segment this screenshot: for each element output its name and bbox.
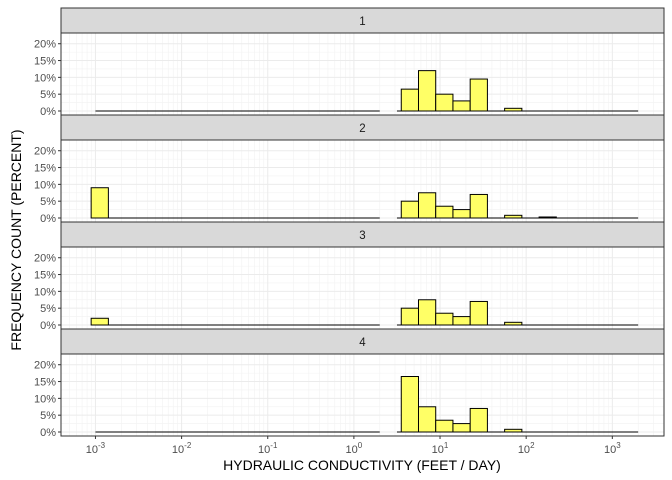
y-tick-label: 10% [34,393,56,405]
histogram-bar [435,312,454,326]
x-axis: 10-3 10-2 10-1 100 101 102 103 [86,436,621,456]
panel-background [61,33,664,115]
facet-panel-1: 10%5%10%15%20% [34,7,665,118]
facet-strip-label: 2 [359,123,365,135]
y-tick-label: 0% [40,106,56,118]
histogram-bar [417,406,437,433]
histogram-bar [400,307,419,326]
y-tick-label: 15% [34,270,56,282]
facet-strip [60,221,665,248]
histogram-bar [417,299,437,326]
histogram-bar [469,78,488,112]
facet-panel-3: 3 0% 5% 10% 15% 20% [34,221,665,332]
histogram-bar [469,407,488,433]
x-tick-label: 103 [604,441,621,456]
y-tick-label: 20% [34,146,56,158]
y-tick-label: 20% [34,39,56,51]
y-tick-label: 15% [34,56,56,68]
y-tick-label: 5% [40,89,56,101]
histogram-bar [90,187,109,219]
panel-background [61,247,664,329]
facet-panel-2: 20%5%10%15%20% [34,114,665,225]
histogram-bar [400,88,419,112]
facet-panel-4: 4 0% 5% 10% 15% 20% [34,328,665,439]
histogram-bar [452,423,471,433]
histogram-bar [504,428,523,433]
histogram-bar [504,321,523,326]
y-tick-label: 15% [34,377,56,389]
y-tick-label: 5% [40,196,56,208]
histogram-bar [417,192,437,219]
x-axis-title: HYDRAULIC CONDUCTIVITY (FEET / DAY) [223,457,501,473]
facet-strip [60,7,665,34]
facet-panels: 10%5%10%15%20%20%5%10%15%20%30%5%10%15%2… [34,7,665,439]
histogram-bar [504,107,523,112]
panel-background [61,140,664,222]
x-tick-label: 100 [346,441,363,456]
y-tick-label: 5% [40,410,56,422]
y-tick-label: 10% [34,179,56,191]
histogram-bar [90,317,109,326]
panel-background [61,354,664,436]
x-tick-label: 10-1 [258,441,278,456]
x-tick-label: 101 [432,441,449,456]
y-tick-label: 10% [34,286,56,298]
y-tick-label: 5% [40,303,56,315]
y-axis-title: FREQUENCY COUNT (PERCENT) [8,129,24,350]
x-tick-label: 10-3 [86,441,106,456]
facet-strip-label: 3 [359,230,365,242]
histogram-bar [435,93,454,112]
x-tick-label: 102 [518,441,535,456]
y-tick-label: 15% [34,163,56,175]
histogram-bar [400,200,419,219]
histogram-bar [452,100,471,112]
x-tick-label: 10-2 [172,441,192,456]
histogram-bar [469,300,488,326]
y-tick-label: 20% [34,360,56,372]
histogram-bar [452,209,471,219]
histogram-bar [452,316,471,326]
histogram-bar [435,205,454,219]
y-tick-label: 0% [40,320,56,332]
histogram-bar [538,216,557,219]
y-tick-label: 10% [34,72,56,84]
histogram-bar [469,193,488,219]
panel-border [60,353,665,437]
histogram-bar [504,214,523,219]
y-tick-label: 0% [40,213,56,225]
y-tick-label: 20% [34,253,56,265]
histogram-bar [435,419,454,433]
histogram-bar [400,376,419,433]
facet-strip-label: 4 [359,337,366,349]
facet-strip-label: 1 [359,16,365,28]
histogram-bar [417,70,437,112]
y-tick-label: 0% [40,427,56,439]
